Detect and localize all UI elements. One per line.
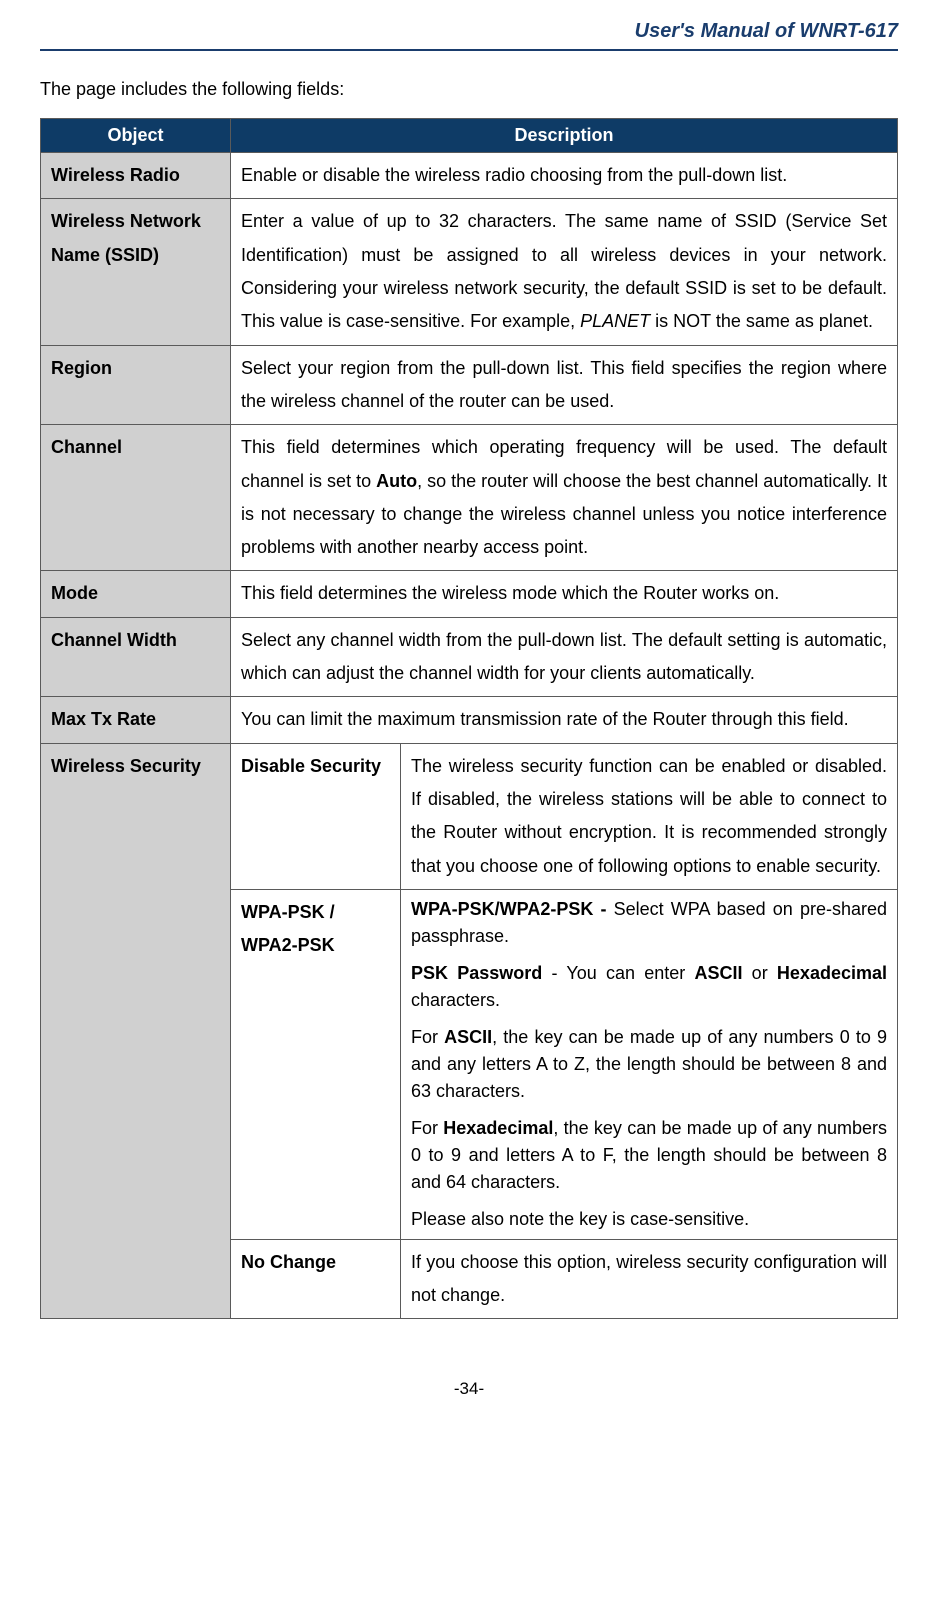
table-row: Channel Width Select any channel width f… [41, 617, 898, 697]
text: For [411, 1118, 443, 1138]
text: or [742, 963, 776, 983]
obj-mode: Mode [41, 571, 231, 617]
bold-text: Auto [376, 471, 417, 491]
sub-wpa: WPA-PSK / WPA2-PSK [231, 889, 401, 1239]
bold-text: WPA-PSK/WPA2-PSK - [411, 899, 614, 919]
table-row: Wireless Network Name (SSID) Enter a val… [41, 199, 898, 345]
obj-wireless-radio: Wireless Radio [41, 153, 231, 199]
table-row: Wireless Security Disable Security The w… [41, 743, 898, 889]
desc-region: Select your region from the pull-down li… [231, 345, 898, 425]
page-number: -34- [40, 1379, 898, 1399]
desc-wireless-radio: Enable or disable the wireless radio cho… [231, 153, 898, 199]
bold-text: ASCII [694, 963, 742, 983]
text: - You can enter [542, 963, 694, 983]
fields-table: Object Description Wireless Radio Enable… [40, 118, 898, 1319]
table-row: Wireless Radio Enable or disable the wir… [41, 153, 898, 199]
table-header-row: Object Description [41, 119, 898, 153]
th-description: Description [231, 119, 898, 153]
page-header-title: User's Manual of WNRT-617 [40, 20, 898, 51]
obj-region: Region [41, 345, 231, 425]
bold-text: Hexadecimal [777, 963, 887, 983]
obj-channel-width: Channel Width [41, 617, 231, 697]
desc-channel: This field determines which operating fr… [231, 425, 898, 571]
bold-text: Hexadecimal [443, 1118, 553, 1138]
text: For [411, 1027, 444, 1047]
desc-no-change: If you choose this option, wireless secu… [401, 1239, 898, 1319]
text: is NOT the same as planet. [650, 311, 873, 331]
italic-text: PLANET [580, 311, 650, 331]
sub-no-change: No Change [231, 1239, 401, 1319]
table-row: Region Select your region from the pull-… [41, 345, 898, 425]
desc-ssid: Enter a value of up to 32 characters. Th… [231, 199, 898, 345]
text: characters. [411, 990, 500, 1010]
bold-text: ASCII [444, 1027, 492, 1047]
desc-disable: The wireless security function can be en… [401, 743, 898, 889]
obj-security: Wireless Security [41, 743, 231, 1319]
intro-text: The page includes the following fields: [40, 79, 898, 100]
desc-wpa: WPA-PSK/WPA2-PSK - Select WPA based on p… [401, 889, 898, 1239]
obj-ssid: Wireless Network Name (SSID) [41, 199, 231, 345]
text: Please also note the key is case-sensiti… [411, 1209, 749, 1229]
table-row: Max Tx Rate You can limit the maximum tr… [41, 697, 898, 743]
th-object: Object [41, 119, 231, 153]
table-row: Channel This field determines which oper… [41, 425, 898, 571]
table-row: Mode This field determines the wireless … [41, 571, 898, 617]
bold-text: PSK Password [411, 963, 542, 983]
obj-max-tx: Max Tx Rate [41, 697, 231, 743]
desc-mode: This field determines the wireless mode … [231, 571, 898, 617]
desc-max-tx: You can limit the maximum transmission r… [231, 697, 898, 743]
desc-channel-width: Select any channel width from the pull-d… [231, 617, 898, 697]
sub-disable: Disable Security [231, 743, 401, 889]
obj-channel: Channel [41, 425, 231, 571]
